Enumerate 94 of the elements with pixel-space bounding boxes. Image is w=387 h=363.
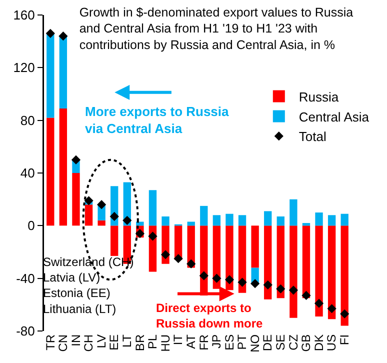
point — [314, 298, 324, 308]
point — [288, 286, 298, 295]
bar — [340, 214, 348, 226]
point — [122, 216, 132, 225]
x-tick-label: CN — [56, 334, 70, 352]
bar — [264, 226, 272, 300]
bar — [200, 206, 208, 226]
bar — [276, 226, 284, 298]
x-tick-label: IN — [68, 334, 83, 346]
bar — [187, 222, 195, 226]
x-tick-label: BR — [132, 334, 147, 352]
bar — [98, 220, 106, 226]
x-tick-label: EE — [107, 334, 122, 350]
point — [340, 309, 350, 318]
legend-label: Total — [298, 129, 326, 144]
point — [148, 232, 158, 241]
x-tick-label: ES — [222, 334, 236, 350]
x-tick-label: CH — [82, 334, 96, 352]
x-tick-label: CZ — [286, 334, 300, 350]
bar — [59, 36, 68, 108]
bar — [251, 226, 259, 268]
x-tick-label: LV — [94, 334, 108, 348]
bar — [315, 226, 323, 317]
y-tick-label: -80 — [16, 324, 35, 339]
point — [238, 278, 247, 287]
x-tick-label: DE — [260, 334, 275, 352]
text: Growth in $-denominated export values to Russia and Central Asia from H1 '19 to H1 '23 with contributions by Russia and Central Asia, in % — [79, 5, 354, 52]
point — [84, 196, 94, 206]
point — [97, 200, 106, 210]
bar — [302, 226, 310, 298]
x-tick-label: HU — [158, 334, 172, 352]
y-tick-label: 80 — [20, 112, 35, 128]
point — [263, 280, 272, 290]
point — [250, 279, 260, 288]
point — [71, 155, 81, 164]
bar — [110, 226, 118, 256]
bar — [302, 223, 310, 226]
x-tick-label: AT — [184, 334, 198, 349]
bar — [148, 190, 157, 226]
y-tick-label: 40 — [20, 166, 35, 181]
x-tick-label: NO — [248, 334, 262, 352]
bar — [226, 214, 234, 226]
point — [46, 28, 55, 38]
annotation: More exports to Russia via Central Asia — [85, 104, 230, 136]
x-tick-label: DK — [312, 334, 326, 352]
bar — [276, 216, 284, 226]
y-tick-label: 120 — [13, 60, 35, 76]
x-tick-label: PL — [146, 334, 160, 350]
x-tick-label: LT — [120, 334, 134, 348]
y-tick-label: 0 — [28, 218, 35, 234]
bar — [136, 222, 144, 226]
x-tick-label: IT — [171, 334, 186, 346]
point — [327, 304, 336, 314]
bar — [46, 118, 54, 226]
bar — [162, 216, 170, 226]
bar — [290, 199, 298, 226]
y-tick-label: 160 — [13, 8, 35, 23]
point — [224, 275, 234, 284]
point — [276, 284, 286, 294]
bar — [59, 108, 68, 226]
point — [160, 250, 170, 260]
x-tick-label: SE — [274, 334, 288, 350]
point — [302, 290, 311, 300]
x-tick-label: FI — [338, 334, 352, 346]
point — [186, 259, 196, 268]
point — [174, 254, 183, 264]
bar — [264, 211, 272, 226]
x-tick-label: TR — [43, 334, 58, 350]
point — [110, 212, 119, 221]
legend-label: Russia — [298, 89, 340, 104]
bar — [290, 226, 298, 318]
legend-label: Central Asia — [298, 109, 370, 124]
bar — [315, 212, 323, 226]
annotation: Direct exports to Russia down more — [156, 301, 264, 331]
bar — [328, 215, 336, 226]
bar — [72, 173, 80, 226]
point — [199, 271, 208, 280]
y-tick-label: -40 — [16, 270, 35, 286]
x-tick-label: GB — [299, 334, 314, 352]
bar — [340, 226, 348, 326]
x-tick-label: FR — [196, 334, 211, 350]
point — [135, 229, 144, 238]
x-tick-label: US — [324, 334, 339, 352]
bar — [238, 215, 246, 226]
x-tick-label: PT — [235, 334, 250, 350]
point — [58, 32, 68, 41]
annotation: Switzerland (CH) Latvia (LV) Estonia (EE) Lithuania (LT) — [43, 255, 134, 316]
bar — [328, 226, 336, 320]
point — [212, 274, 222, 283]
bar — [238, 226, 246, 293]
bar — [46, 33, 54, 118]
bar — [212, 215, 221, 226]
x-tick-label: JP — [210, 334, 224, 348]
bar — [84, 204, 93, 226]
